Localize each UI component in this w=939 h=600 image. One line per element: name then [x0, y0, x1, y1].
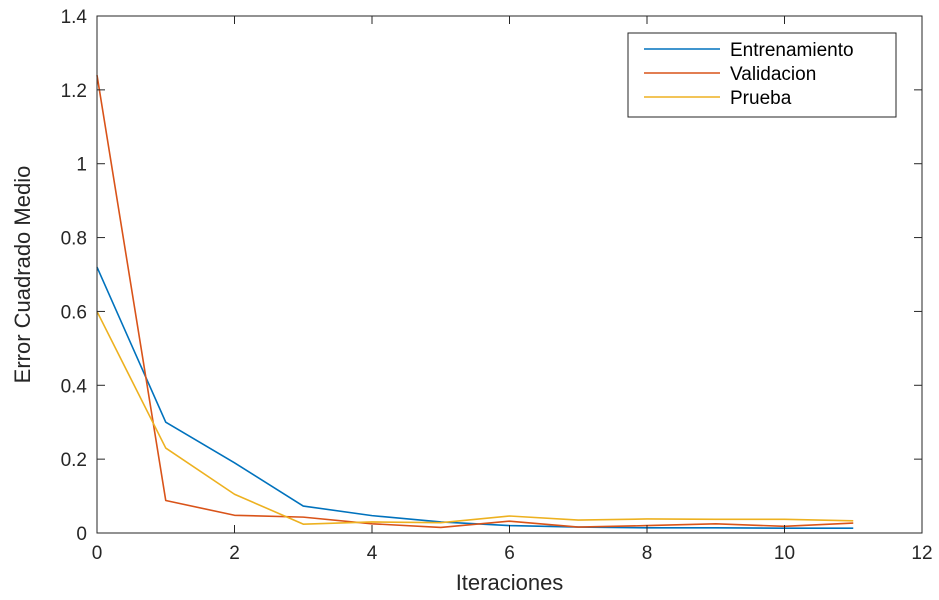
x-axis-label: Iteraciones: [456, 570, 564, 595]
y-tick-label: 0.8: [61, 229, 87, 250]
x-tick-label: 6: [504, 543, 515, 564]
y-tick-label: 0.6: [61, 302, 87, 323]
legend-label-entrenamiento: Entrenamiento: [730, 40, 854, 61]
y-tick-label: 1: [76, 155, 87, 176]
y-axis-label: Error Cuadrado Medio: [10, 166, 35, 384]
legend: Entrenamiento Validacion Prueba: [627, 32, 897, 118]
x-tick-label: 4: [367, 543, 378, 564]
series-line-validacion: [96, 74, 854, 529]
ticks: [96, 15, 923, 534]
series-layer: [96, 74, 854, 530]
x-tick-label: 10: [774, 543, 795, 564]
tick-labels: 0 2 4 6 8 10 12 0 0.2 0.4 0.6 0.8 1 1.2 1.4: [61, 7, 933, 564]
x-tick-label: 0: [92, 543, 103, 564]
y-tick-label: 1.4: [61, 7, 88, 28]
y-tick-label: 0.4: [61, 376, 88, 397]
series-line-prueba: [96, 311, 854, 525]
x-tick-label: 2: [229, 543, 240, 564]
y-tick-label: 0: [76, 524, 87, 545]
legend-label-validacion: Validacion: [730, 64, 816, 85]
x-tick-label: 8: [642, 543, 653, 564]
legend-label-prueba: Prueba: [730, 88, 792, 109]
y-tick-label: 1.2: [61, 81, 87, 102]
y-tick-label: 0.2: [61, 450, 87, 471]
x-tick-label: 12: [911, 543, 932, 564]
legend-box: [627, 32, 897, 118]
